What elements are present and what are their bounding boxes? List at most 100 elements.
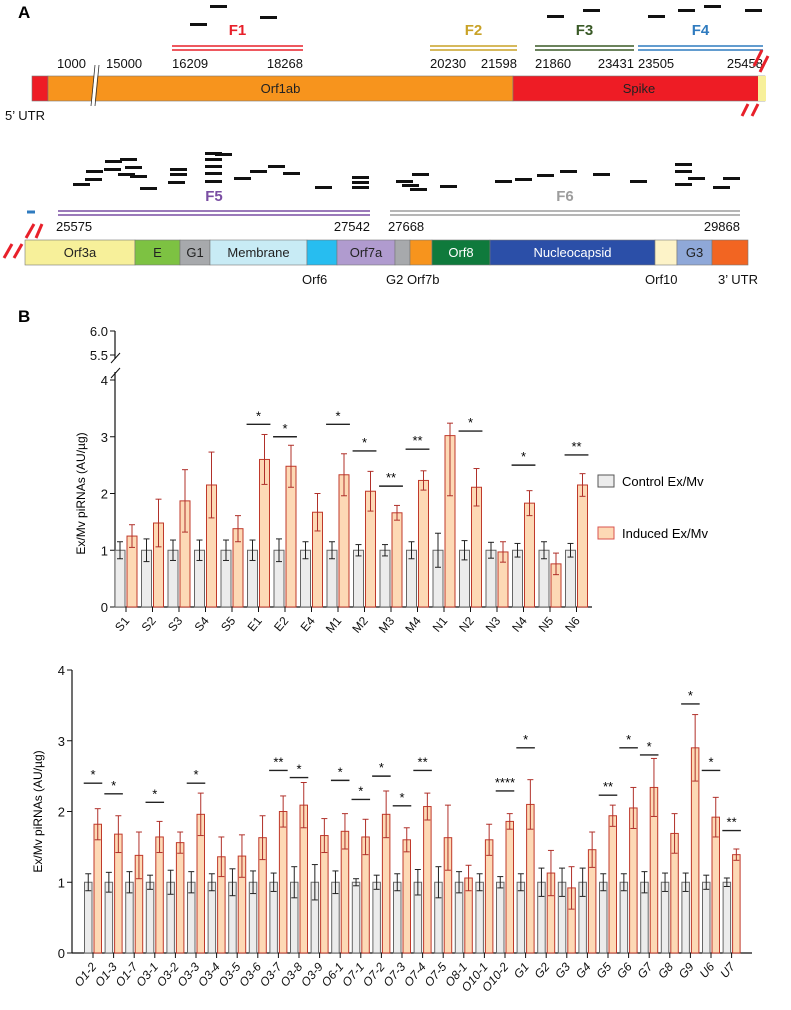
axis-break-mark xyxy=(110,352,121,364)
significance-label: * xyxy=(90,767,95,782)
read-dash xyxy=(215,153,232,156)
x-tick-label: O3-6 xyxy=(236,960,264,990)
bar-control xyxy=(565,549,576,608)
x-tick-label: G8 xyxy=(655,960,676,982)
bar-induced xyxy=(155,836,164,954)
x-tick-label: S2 xyxy=(139,614,159,634)
x-tick-label: N4 xyxy=(509,614,530,635)
x-tick-label: O7-5 xyxy=(422,960,450,990)
segment-label: Nucleocapsid xyxy=(533,245,611,260)
bar-induced xyxy=(732,854,741,954)
significance-label: * xyxy=(111,778,116,793)
read-dash xyxy=(170,173,187,176)
x-tick-label: N6 xyxy=(562,614,583,635)
bar-induced xyxy=(93,823,102,954)
genome-segment xyxy=(134,239,181,266)
read-dash xyxy=(170,168,187,171)
bar-induced xyxy=(629,807,638,954)
bar-induced xyxy=(423,806,432,954)
genome-segment xyxy=(512,75,766,102)
y-tick-label: 0 xyxy=(101,600,108,615)
y-tick-label: 3 xyxy=(58,734,65,749)
bar-induced xyxy=(505,820,514,954)
read-dash xyxy=(234,177,251,180)
significance-label: ** xyxy=(273,754,283,769)
read-dash xyxy=(583,9,600,12)
read-dash xyxy=(130,175,147,178)
read-dash xyxy=(283,172,300,175)
x-tick-label: O3-9 xyxy=(298,960,326,990)
panel-a-label: A xyxy=(18,3,30,22)
significance-label: * xyxy=(338,764,343,779)
fragment-start: 23505 xyxy=(638,56,674,71)
position-number: 1000 xyxy=(57,56,86,71)
genome-segment xyxy=(179,239,211,266)
fragment-label: F1 xyxy=(229,22,247,39)
read-dash xyxy=(73,183,90,186)
read-dash xyxy=(205,172,222,175)
x-tick-label: N5 xyxy=(536,614,557,635)
segment-label-below: 3’ UTR xyxy=(718,272,758,287)
y-tick-label: 1 xyxy=(58,875,65,890)
significance-label: ** xyxy=(571,439,581,454)
y-axis-label: Ex/Mv piRNAs (AU/µg) xyxy=(31,750,45,872)
fragment-label: F3 xyxy=(576,22,594,39)
significance-label: ** xyxy=(418,754,428,769)
fragment-label: F5 xyxy=(205,188,223,205)
y-tick-label: 3 xyxy=(101,430,108,445)
bar-control xyxy=(516,881,526,954)
read-dash xyxy=(537,174,554,177)
x-tick-label: G3 xyxy=(552,960,573,982)
read-dash xyxy=(315,186,332,189)
significance-label: * xyxy=(708,754,713,769)
legend-swatch-control xyxy=(597,474,615,488)
read-dash xyxy=(745,9,762,12)
read-dash xyxy=(250,170,267,173)
bar-control xyxy=(351,881,361,954)
bar-control xyxy=(145,881,155,954)
genome-segment xyxy=(24,239,136,266)
genome-segment xyxy=(431,239,491,266)
x-tick-label: E2 xyxy=(271,614,291,634)
significance-label: * xyxy=(358,783,363,798)
x-tick-label: O3-1 xyxy=(133,960,161,989)
segment-label: Orf8 xyxy=(448,245,473,260)
fragment-end: 27542 xyxy=(334,219,370,234)
utr-label: 5’ UTR xyxy=(5,108,45,123)
y-tick-label: 6.0 xyxy=(90,324,108,339)
x-tick-label: O1-3 xyxy=(92,960,120,990)
fragment-end: 25458 xyxy=(727,56,763,71)
read-dash xyxy=(268,165,285,168)
x-tick-label: G4 xyxy=(573,960,594,982)
genome-diagram: Orf1ab Spike 5’ UTR 1000 15000 F1 16209 18268 F2… xyxy=(2,5,770,287)
x-tick-label: U6 xyxy=(697,960,718,981)
break-mark xyxy=(2,243,14,259)
axis-break-mark xyxy=(110,367,121,379)
x-tick-label: O1-2 xyxy=(71,960,99,990)
x-tick-label: O3-3 xyxy=(174,960,202,990)
bar-induced xyxy=(418,479,429,608)
bar-induced xyxy=(711,816,720,954)
x-tick-label: O7-3 xyxy=(380,960,408,990)
significance-label: * xyxy=(362,435,367,450)
x-tick-label: O7-1 xyxy=(339,960,367,989)
read-dash xyxy=(352,176,369,179)
read-dash xyxy=(190,23,207,26)
significance-label: * xyxy=(296,762,301,777)
read-dash xyxy=(125,166,142,169)
x-tick-label: O6-1 xyxy=(319,960,347,989)
bar-control xyxy=(722,881,732,954)
genome-segment xyxy=(306,239,338,266)
bar-induced xyxy=(340,830,350,954)
bar-control xyxy=(512,549,523,608)
genome-segment xyxy=(489,239,656,266)
x-tick-label: G6 xyxy=(614,960,635,982)
legend-label-induced: Induced Ex/Mv xyxy=(622,526,708,541)
x-tick-label: G1 xyxy=(511,960,532,981)
significance-label: ** xyxy=(603,779,613,794)
significance-label: * xyxy=(688,688,693,703)
bar-control xyxy=(353,549,364,608)
break-mark xyxy=(750,103,760,117)
y-tick-label: 4 xyxy=(58,663,65,678)
